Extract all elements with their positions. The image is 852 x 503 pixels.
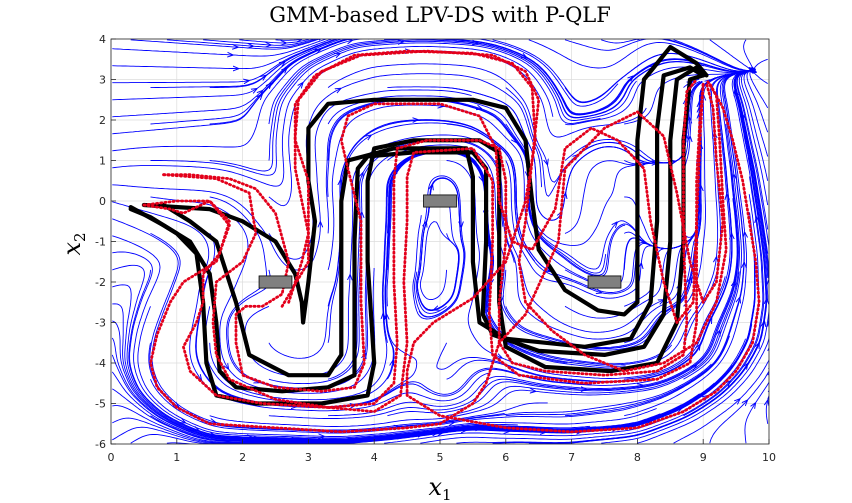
demonstration-trajectory — [142, 82, 725, 434]
x-tick-label: 7 — [568, 451, 575, 464]
obstacle — [258, 275, 293, 289]
y-tick-label: 2 — [99, 114, 106, 127]
x-tick-label: 0 — [108, 451, 115, 464]
x-tick-label: 6 — [502, 451, 509, 464]
y-tick-label: -2 — [95, 276, 106, 289]
axis-ticks: 0 1 2 3 4 5 6 7 8 9 10 -6 -5 -4 -3 -2 -1 0 1 2 3 4 — [95, 33, 776, 464]
streamline-arrow — [771, 367, 772, 369]
streamline-arrow — [319, 37, 321, 38]
x-tick-label: 4 — [371, 451, 378, 464]
y-tick-label: -1 — [95, 236, 106, 249]
trajectories — [128, 45, 761, 434]
obstacles — [258, 194, 622, 289]
x-tick-label: 5 — [437, 451, 444, 464]
y-axis-label: x2 — [58, 232, 89, 255]
demonstration-trajectory — [142, 78, 698, 409]
y-tick-label: 4 — [99, 33, 106, 46]
y-tick-label: 3 — [99, 74, 106, 87]
y-tick-label: -4 — [95, 357, 106, 370]
chart-title: GMM-based LPV-DS with P-QLF — [269, 3, 611, 27]
y-tick-label: -5 — [95, 398, 106, 411]
x-axis-label: x1 — [428, 473, 451, 503]
y-tick-label: 1 — [99, 155, 106, 168]
y-tick-label: -3 — [95, 317, 106, 330]
demonstration-trajectory — [162, 82, 705, 413]
x-tick-label: 1 — [173, 451, 180, 464]
reproduction-trajectory — [141, 45, 709, 325]
demonstration-trajectory — [162, 82, 705, 393]
demonstration-trajectory — [280, 49, 761, 434]
x-tick-label: 3 — [305, 451, 312, 464]
y-tick-label: 0 — [99, 195, 106, 208]
x-tick-label: 9 — [700, 451, 707, 464]
x-tick-label: 10 — [762, 451, 776, 464]
streamline-arrow — [771, 390, 772, 392]
y-tick-label: -6 — [95, 438, 106, 451]
x-tick-label: 2 — [239, 451, 246, 464]
x-tick-label: 8 — [634, 451, 641, 464]
y-axis-label-group: x2 — [58, 232, 89, 255]
streamline — [637, 69, 769, 444]
demonstration-trajectory — [287, 49, 728, 373]
obstacle — [587, 275, 622, 289]
obstacle — [423, 194, 457, 208]
reproduction-trajectory — [128, 73, 706, 406]
